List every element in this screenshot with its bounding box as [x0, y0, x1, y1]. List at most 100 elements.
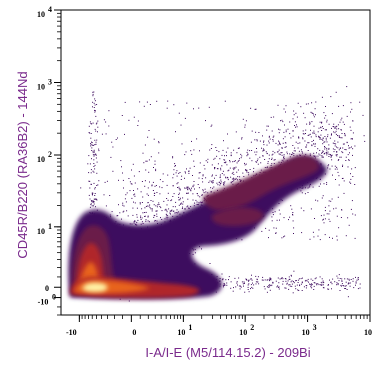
- event-dot: [298, 290, 300, 291]
- event-dot: [92, 122, 94, 124]
- event-dot: [105, 205, 107, 207]
- event-dot: [193, 108, 194, 110]
- event-dot: [288, 288, 290, 290]
- event-dot: [334, 168, 336, 170]
- event-dot: [91, 142, 93, 144]
- event-dot: [299, 142, 301, 144]
- event-dot: [309, 121, 311, 123]
- event-dot: [254, 139, 256, 141]
- event-dot: [192, 186, 194, 188]
- event-dot: [267, 161, 269, 163]
- event-dot: [309, 133, 311, 135]
- event-dot: [277, 104, 279, 106]
- event-dot: [231, 178, 233, 180]
- event-dot: [289, 153, 291, 155]
- event-dot: [233, 287, 234, 289]
- event-dot: [339, 290, 341, 291]
- event-dot: [158, 202, 160, 204]
- event-dot: [319, 121, 321, 123]
- event-dot: [318, 185, 320, 187]
- event-dot: [297, 142, 299, 144]
- event-dot: [92, 200, 94, 202]
- event-dot: [345, 160, 347, 161]
- event-dot: [202, 174, 204, 176]
- event-dot: [216, 150, 218, 151]
- event-dot: [343, 192, 345, 194]
- event-dot: [234, 160, 236, 162]
- event-dot: [232, 171, 234, 173]
- event-dot: [294, 147, 296, 149]
- event-dot: [193, 149, 195, 151]
- event-dot: [335, 154, 337, 156]
- event-dot: [313, 139, 314, 141]
- event-dot: [245, 170, 247, 171]
- event-dot: [208, 106, 210, 108]
- event-dot: [348, 278, 350, 280]
- event-dot: [225, 162, 227, 164]
- event-dot: [156, 213, 158, 215]
- event-dot: [243, 281, 245, 283]
- event-dot: [233, 169, 235, 171]
- event-dot: [289, 216, 291, 218]
- event-dot: [142, 196, 144, 198]
- event-dot: [220, 183, 221, 185]
- event-dot: [93, 149, 95, 151]
- event-dot: [238, 160, 240, 161]
- event-dot: [93, 201, 95, 203]
- event-dot: [272, 140, 274, 142]
- event-dot: [182, 203, 184, 205]
- event-dot: [223, 286, 224, 288]
- event-dot: [185, 187, 187, 189]
- event-dot: [226, 155, 227, 157]
- event-dot: [232, 290, 234, 292]
- event-dot: [322, 284, 324, 286]
- event-dot: [312, 231, 314, 233]
- event-dot: [322, 219, 324, 221]
- event-dot: [328, 153, 330, 155]
- event-dot: [337, 283, 339, 284]
- event-dot: [322, 156, 324, 158]
- event-dot: [219, 174, 221, 176]
- event-dot: [89, 187, 91, 189]
- event-dot: [180, 179, 182, 180]
- event-dot: [337, 196, 339, 198]
- event-dot: [271, 154, 273, 156]
- event-dot: [184, 187, 186, 189]
- event-dot: [124, 133, 125, 135]
- event-dot: [154, 160, 156, 162]
- event-dot: [234, 167, 236, 169]
- event-dot: [142, 212, 144, 214]
- event-dot: [229, 161, 231, 163]
- event-dot: [328, 123, 330, 125]
- event-dot: [178, 194, 180, 195]
- event-dot: [97, 126, 99, 128]
- event-dot: [305, 153, 307, 155]
- event-dot: [223, 159, 225, 161]
- event-dot: [283, 157, 285, 159]
- event-dot: [282, 280, 284, 282]
- event-dot: [220, 167, 222, 169]
- event-dot: [103, 194, 105, 196]
- event-dot: [310, 129, 311, 131]
- event-dot: [163, 200, 165, 202]
- event-dot: [88, 155, 90, 157]
- event-dot: [235, 166, 237, 168]
- event-dot: [322, 195, 324, 197]
- event-dot: [268, 136, 270, 138]
- event-dot: [330, 281, 332, 283]
- event-dot: [250, 278, 252, 280]
- event-dot: [282, 142, 284, 144]
- event-dot: [248, 283, 250, 285]
- event-dot: [334, 126, 336, 128]
- event-dot: [159, 193, 161, 195]
- event-dot: [277, 277, 279, 279]
- event-dot: [289, 278, 291, 280]
- event-dot: [275, 232, 277, 234]
- event-dot: [338, 184, 340, 186]
- event-dot: [291, 283, 293, 285]
- event-dot: [166, 209, 168, 211]
- event-dot: [344, 133, 346, 134]
- event-dot: [94, 154, 96, 156]
- event-dot: [341, 283, 343, 285]
- event-dot: [317, 148, 319, 150]
